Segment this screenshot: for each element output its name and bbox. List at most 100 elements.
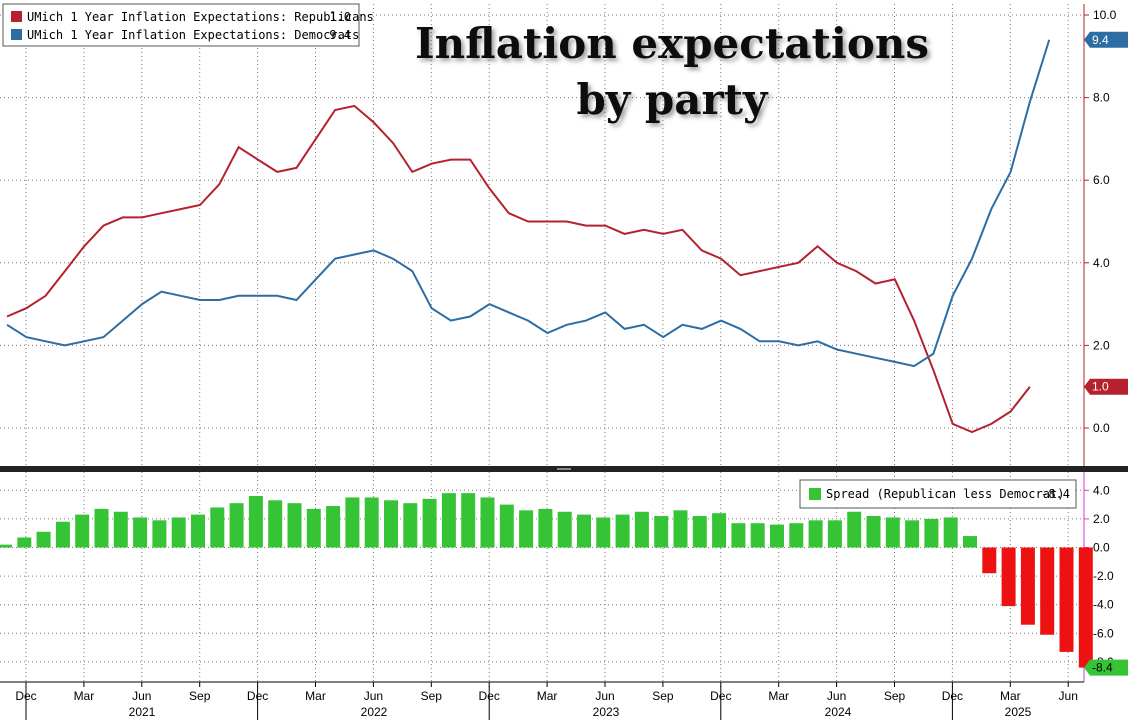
top-y-tick-label: 0.0 [1093, 421, 1110, 435]
x-month-label: Sep [652, 689, 674, 703]
spread-bar [557, 511, 572, 548]
spread-bar [133, 517, 148, 548]
spread-bar [943, 517, 958, 548]
republicans-legend-label: UMich 1 Year Inflation Expectations: Rep… [27, 10, 374, 24]
top-panel-gridlines [0, 4, 1084, 466]
democrats-badge-label: 9.4 [1092, 33, 1109, 47]
republicans-series-line [6, 104, 1031, 434]
spread-bars [0, 493, 1093, 668]
spread-bar [808, 520, 823, 548]
republicans-legend-swatch [11, 11, 22, 22]
spread-bar [538, 508, 553, 548]
spread-bar [847, 511, 862, 548]
spread-legend-value: -8.4 [1041, 487, 1070, 501]
spread-bar [480, 497, 495, 548]
panel-divider-grip [557, 468, 571, 470]
x-month-label: Mar [768, 689, 789, 703]
spread-bar [1020, 547, 1035, 625]
spread-bar [596, 517, 611, 548]
bottom-y-tick-label: -2.0 [1093, 569, 1114, 583]
top-y-tick-label: 4.0 [1093, 256, 1110, 270]
spread-bar [519, 510, 534, 548]
spread-bar [152, 520, 167, 548]
spread-bar [827, 520, 842, 548]
spread-bar [634, 511, 649, 548]
bottom-y-tick-label: -4.0 [1093, 598, 1114, 612]
spread-bar [673, 510, 688, 548]
x-month-label: Sep [884, 689, 906, 703]
spread-bar [499, 504, 514, 548]
x-year-label: 2024 [825, 705, 852, 719]
spread-bar [905, 520, 920, 548]
spread-bar [229, 503, 244, 548]
x-year-label: 2021 [129, 705, 156, 719]
spread-bar [306, 508, 321, 548]
x-month-label: Mar [74, 689, 95, 703]
bottom-legend: Spread (Republican less Democrat) -8.4 [799, 479, 1077, 509]
spread-badge-label: -8.4 [1092, 661, 1113, 675]
bottom-y-axis-ticks: -8.0-6.0-4.0-2.00.02.04.0 [1084, 483, 1114, 669]
spread-bar [384, 500, 398, 548]
democrats-legend-value: 9.4 [329, 28, 351, 42]
top-y-tick-label: 8.0 [1093, 91, 1110, 105]
spread-bar [712, 513, 727, 548]
bottom-y-tick-label: 0.0 [1093, 541, 1110, 555]
x-month-label: Jun [132, 689, 151, 703]
spread-bar [461, 493, 476, 548]
spread-bar [1001, 547, 1016, 607]
bottom-y-tick-label: -6.0 [1093, 626, 1114, 640]
chart-title-line-1: Inflation expectations [415, 19, 929, 68]
x-year-label: 2022 [361, 705, 388, 719]
spread-bar [191, 514, 205, 548]
x-month-label: Mar [537, 689, 558, 703]
spread-bar [1040, 547, 1055, 635]
spread-legend-label: Spread (Republican less Democrat) [826, 487, 1064, 501]
spread-bar [885, 517, 900, 548]
top-y-axis-ticks: 0.0 2.0 4.0 6.0 8.0 10.0 [1084, 8, 1117, 435]
x-year-label: 2023 [593, 705, 620, 719]
republicans-badge-label: 1.0 [1092, 380, 1109, 394]
spread-bar [789, 523, 804, 548]
chart-title-line-2: by party [577, 75, 770, 124]
x-month-label: Sep [189, 689, 211, 703]
spread-bar [55, 521, 70, 548]
spread-badge [1084, 659, 1128, 676]
spread-bar [210, 507, 225, 548]
democrats-series-line [6, 39, 1051, 368]
bottom-y-tick-label: 4.0 [1093, 483, 1110, 497]
x-axis-ticks: Dec Mar Jun Sep Dec Mar Jun Sep Dec Mar Jun Sep Dec M… [15, 682, 1078, 720]
spread-bar [403, 503, 418, 548]
spread-legend-swatch [809, 488, 821, 500]
spread-bar [441, 493, 456, 548]
top-y-tick-label: 6.0 [1093, 173, 1110, 187]
bottom-y-tick-label: 2.0 [1093, 512, 1110, 526]
spread-bar [731, 523, 746, 548]
spread-bar [577, 514, 591, 548]
spread-bar [770, 524, 784, 548]
republicans-legend-value: 1.0 [329, 10, 351, 24]
x-month-label: Jun [827, 689, 846, 703]
x-month-label: Jun [595, 689, 614, 703]
spread-bar [94, 508, 109, 548]
spread-bar [924, 518, 939, 548]
spread-bar [963, 536, 977, 548]
value-badges: 9.4 1.0 -8.4 [1084, 31, 1128, 676]
x-month-label: Mar [1000, 689, 1021, 703]
spread-bar [171, 517, 186, 548]
top-y-tick-label: 10.0 [1093, 8, 1117, 22]
spread-bar [1059, 547, 1074, 652]
spread-bar [750, 523, 765, 548]
spread-bar [113, 511, 128, 548]
republicans-badge [1084, 378, 1128, 395]
spread-bar [422, 498, 437, 548]
x-month-label: Sep [421, 689, 443, 703]
spread-bar [692, 516, 707, 548]
spread-bar [326, 506, 341, 548]
spread-bar [654, 516, 669, 548]
bottom-legend-box [799, 479, 1077, 509]
spread-bar [982, 547, 997, 574]
spread-bar [364, 497, 379, 548]
top-legend: UMich 1 Year Inflation Expectations: Rep… [2, 3, 374, 47]
top-legend-box [2, 3, 360, 47]
